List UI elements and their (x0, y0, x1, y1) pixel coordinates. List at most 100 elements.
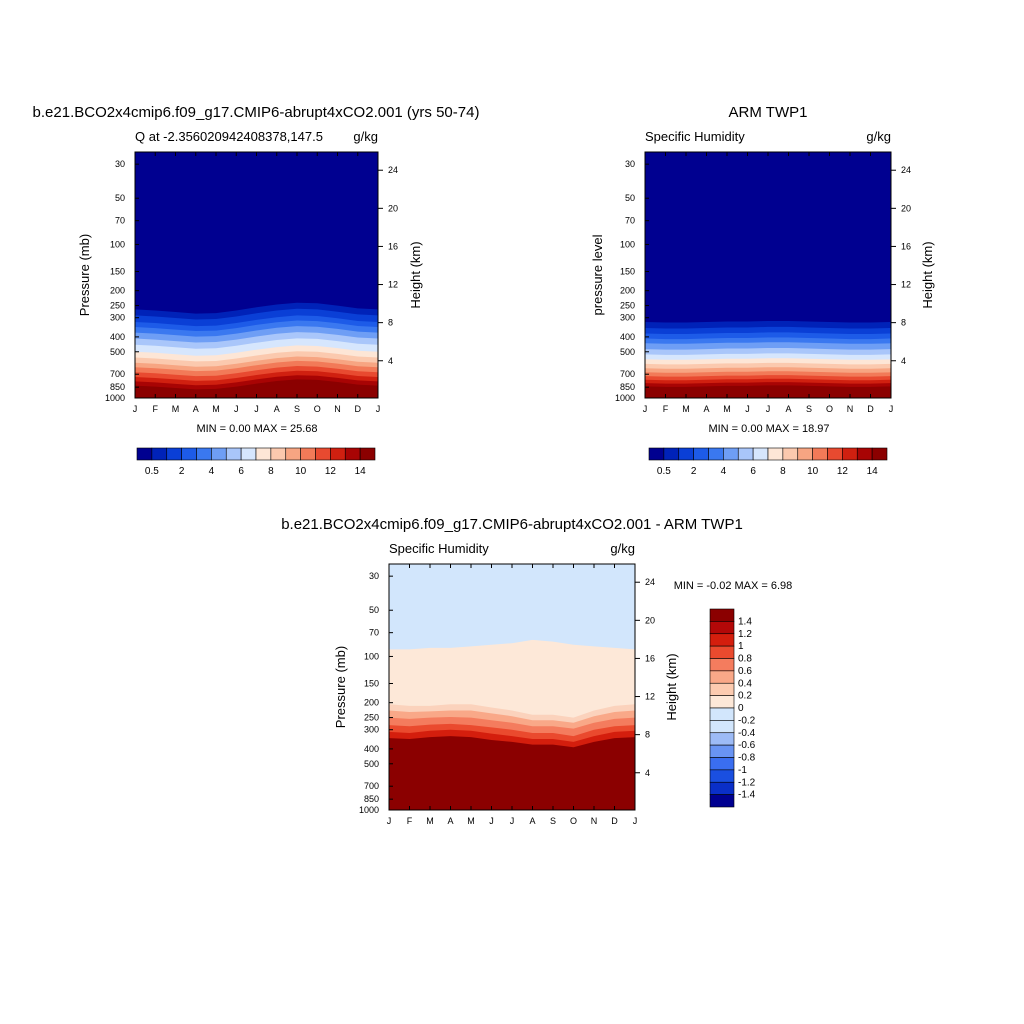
colorbar-label: 14 (867, 466, 879, 477)
y-right-tick-label: 16 (388, 241, 398, 251)
x-tick-label: J (745, 404, 750, 414)
panel2-left-string: Specific Humidity (645, 129, 745, 144)
colorbar-box (737, 447, 754, 461)
y-tick-label: 500 (110, 347, 125, 357)
colorbar-label: 0.8 (738, 654, 752, 665)
y-right-tick-label: 24 (388, 165, 398, 175)
colorbar-box (797, 447, 813, 461)
colorbar-box (708, 447, 724, 461)
x-tick-label: N (847, 404, 854, 414)
x-tick-label: N (591, 816, 598, 826)
y-tick-label: 70 (115, 216, 125, 226)
panel1-left-string: Q at -2.356020942408378,147.5 (135, 129, 323, 144)
y-tick-label: 30 (369, 571, 379, 581)
colorbar-box (196, 447, 212, 461)
panel2-minmax: MIN = 0.00 MAX = 18.97 (708, 423, 829, 435)
x-tick-label: J (234, 404, 239, 414)
x-tick-label: S (294, 404, 300, 414)
y-tick-label: 100 (364, 651, 379, 661)
y-tick-label: 250 (620, 301, 635, 311)
panel2-right-string: g/kg (866, 129, 891, 144)
y-right-tick-label: 4 (645, 768, 650, 778)
colorbar-box (709, 769, 735, 783)
colorbar-label: -0.6 (738, 740, 756, 751)
colorbar-box (663, 447, 680, 461)
y-right-tick-label: 8 (901, 318, 906, 328)
y-tick-label: 30 (115, 159, 125, 169)
y-tick-label: 700 (364, 781, 379, 791)
y-right-tick-label: 16 (645, 653, 655, 663)
colorbar-label: -0.8 (738, 753, 756, 764)
panel2-title: ARM TWP1 (729, 104, 808, 121)
colorbar-box (151, 447, 168, 461)
colorbar-box (693, 447, 709, 461)
colorbar-label: 0.6 (738, 666, 752, 677)
y-right-tick-label: 20 (388, 203, 398, 213)
x-tick-label: M (723, 404, 731, 414)
colorbar-box (767, 447, 784, 461)
y-tick-label: 50 (115, 193, 125, 203)
colorbar-box (842, 447, 858, 461)
panel3-minmax: MIN = -0.02 MAX = 6.98 (674, 580, 793, 592)
panel2-ylabel-right: Height (km) (920, 241, 935, 308)
y-right-tick-label: 12 (901, 280, 911, 290)
y-tick-label: 1000 (105, 393, 125, 403)
colorbar-box (709, 720, 735, 734)
panel2-colorbar: 0.5 2 4 6 8 10 12 14 (648, 447, 888, 477)
panel1-title: b.e21.BCO2x4cmip6.f09_g17.CMIP6-abrupt4x… (33, 104, 480, 121)
y-tick-label: 70 (625, 216, 635, 226)
colorbar-box (330, 447, 346, 461)
panel3-plot: J F M A M J J A S O N D J 30 50 70 100 150 200 250 300 400 500… (359, 563, 655, 826)
y-tick-label: 50 (369, 605, 379, 615)
colorbar-label: 14 (355, 466, 367, 477)
colorbar-label: 8 (780, 466, 786, 477)
colorbar-box (709, 645, 735, 659)
x-tick-label: A (447, 816, 453, 826)
x-tick-label: A (274, 404, 280, 414)
colorbar-box (709, 794, 735, 808)
colorbar-box (225, 447, 242, 461)
colorbar-label: 1 (738, 641, 744, 652)
colorbar-box (709, 670, 735, 684)
colorbar-box (709, 732, 735, 746)
x-tick-label: J (489, 816, 494, 826)
colorbar-box (270, 447, 287, 461)
colorbar-box (255, 447, 272, 461)
colorbar-label: 12 (325, 466, 337, 477)
x-tick-label: A (703, 404, 709, 414)
y-right-tick-label: 20 (645, 615, 655, 625)
y-right-tick-label: 8 (645, 730, 650, 740)
colorbar-label: -1.4 (738, 790, 756, 801)
colorbar-box (300, 447, 316, 461)
y-tick-label: 250 (110, 301, 125, 311)
y-tick-label: 200 (364, 698, 379, 708)
colorbar-box (723, 447, 739, 461)
y-tick-label: 50 (625, 193, 635, 203)
x-tick-label: M (467, 816, 475, 826)
colorbar-label: 0.5 (657, 466, 671, 477)
colorbar-label: 1.2 (738, 629, 752, 640)
colorbar-box (812, 447, 828, 461)
y-tick-label: 250 (364, 713, 379, 723)
x-tick-label: J (133, 404, 138, 414)
y-tick-label: 400 (620, 332, 635, 342)
x-tick-label: F (407, 816, 413, 826)
colorbar-box (709, 781, 735, 795)
x-tick-label: J (510, 816, 515, 826)
x-tick-label: J (387, 816, 392, 826)
y-right-tick-label: 20 (901, 203, 911, 213)
y-tick-label: 150 (620, 266, 635, 276)
y-tick-label: 70 (369, 628, 379, 638)
y-tick-label: 200 (620, 286, 635, 296)
panel3-ylabel: Pressure (mb) (333, 646, 348, 728)
y-right-tick-label: 12 (388, 280, 398, 290)
colorbar-box (648, 447, 665, 461)
panel1-colorbar: 0.5 2 4 6 8 10 12 14 (136, 447, 376, 477)
contour-band (389, 736, 635, 810)
x-tick-label: M (682, 404, 690, 414)
x-tick-label: M (212, 404, 220, 414)
colorbar-box (136, 447, 153, 461)
y-right-tick-label: 8 (388, 318, 393, 328)
colorbar-box (871, 447, 888, 461)
x-tick-label: A (785, 404, 791, 414)
